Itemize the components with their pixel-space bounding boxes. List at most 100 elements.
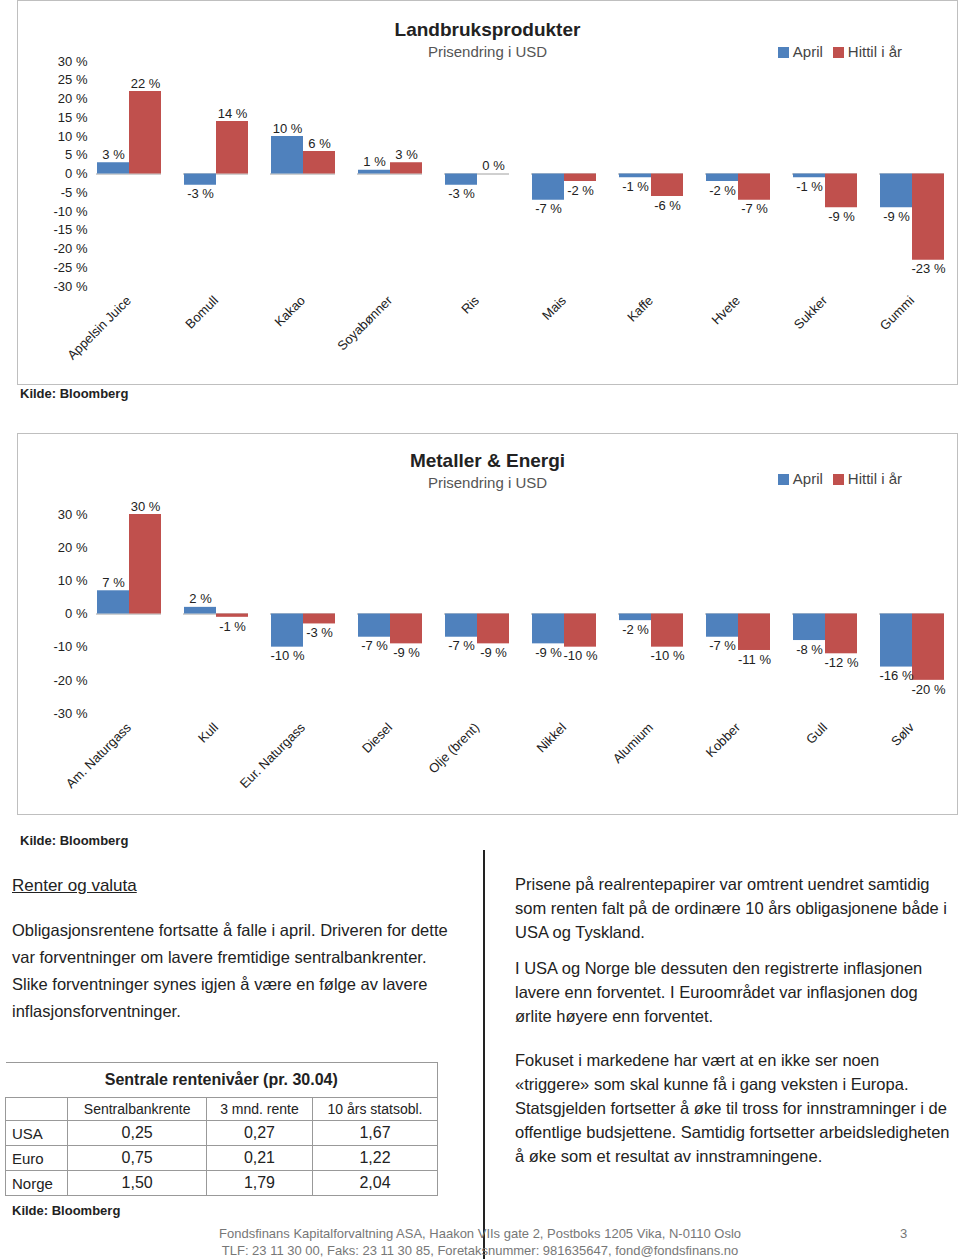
svg-text:-9 %: -9 % bbox=[828, 209, 855, 224]
svg-text:-23 %: -23 % bbox=[912, 261, 946, 276]
svg-text:-5 %: -5 % bbox=[61, 185, 88, 200]
svg-text:10 %: 10 % bbox=[273, 121, 303, 136]
html-text:0,27: 0,27 bbox=[243, 1124, 275, 1141]
svg-text:Appelsin Juice: Appelsin Juice bbox=[64, 293, 134, 363]
svg-text:Bomull: Bomull bbox=[182, 293, 221, 332]
svg-text:-7 %: -7 % bbox=[741, 201, 768, 216]
svg-text:14 %: 14 % bbox=[218, 106, 248, 121]
svg-text:-10 %: -10 % bbox=[54, 204, 88, 219]
html-text:April: April bbox=[792, 43, 823, 60]
svg-text:-3 %: -3 % bbox=[448, 186, 475, 201]
svg-text:-15 %: -15 % bbox=[54, 222, 88, 237]
svg-text:Sukker: Sukker bbox=[791, 292, 831, 332]
svg-text:-7 %: -7 % bbox=[361, 638, 388, 653]
svg-text:-20 %: -20 % bbox=[912, 682, 946, 697]
svg-text:20 %: 20 % bbox=[58, 91, 88, 106]
svg-text:30 %: 30 % bbox=[58, 54, 88, 69]
html-text:Prisendring i USD: Prisendring i USD bbox=[427, 43, 548, 60]
svg-text:-7 %: -7 % bbox=[448, 638, 475, 653]
svg-text:-30 %: -30 % bbox=[54, 706, 88, 721]
html-text:Hittil i år: Hittil i år bbox=[847, 470, 902, 487]
svg-text:Soyabønner: Soyabønner bbox=[334, 292, 395, 353]
svg-text:Mais: Mais bbox=[539, 292, 569, 322]
svg-text:-2 %: -2 % bbox=[622, 622, 649, 637]
svg-text:Eur. Naturgass: Eur. Naturgass bbox=[237, 719, 309, 791]
svg-text:-25 %: -25 % bbox=[54, 260, 88, 275]
svg-text:Diesel: Diesel bbox=[359, 720, 395, 756]
svg-text:Nikkel: Nikkel bbox=[533, 720, 569, 756]
html-text:Norge: Norge bbox=[12, 1174, 53, 1192]
svg-text:Alumium: Alumium bbox=[610, 720, 656, 766]
svg-text:-20 %: -20 % bbox=[54, 241, 88, 256]
svg-text:-2 %: -2 % bbox=[567, 183, 594, 198]
svg-text:0 %: 0 % bbox=[65, 166, 88, 181]
html-text:1,67: 1,67 bbox=[359, 1124, 391, 1141]
svg-text:5 %: 5 % bbox=[65, 147, 88, 162]
svg-text:10 %: 10 % bbox=[58, 573, 88, 588]
svg-text:Sølv: Sølv bbox=[888, 719, 917, 748]
svg-text:30 %: 30 % bbox=[58, 507, 88, 522]
svg-text:-10 %: -10 % bbox=[271, 648, 305, 663]
svg-text:Hvete: Hvete bbox=[708, 293, 743, 328]
svg-text:-3 %: -3 % bbox=[187, 186, 214, 201]
svg-text:3 %: 3 % bbox=[102, 147, 125, 162]
html-text:Prisendring i USD: Prisendring i USD bbox=[427, 474, 548, 491]
svg-text:-8 %: -8 % bbox=[796, 642, 823, 657]
svg-text:-2 %: -2 % bbox=[709, 183, 736, 198]
html-text:Obligasjonsrentene fortsatte å: Obligasjonsrentene fortsatte å falle i a… bbox=[12, 921, 448, 1020]
svg-text:30 %: 30 % bbox=[131, 499, 161, 514]
svg-text:-1 %: -1 % bbox=[796, 179, 823, 194]
html-text:April: April bbox=[792, 470, 823, 487]
html-text:Sentrale rentenivåer (pr. 30.0: Sentrale rentenivåer (pr. 30.04) bbox=[104, 1071, 338, 1088]
html-text:Euro: Euro bbox=[12, 1149, 44, 1167]
svg-text:Kull: Kull bbox=[195, 720, 221, 746]
svg-text:-7 %: -7 % bbox=[709, 638, 736, 653]
svg-text:10 %: 10 % bbox=[58, 129, 88, 144]
html-text:Landbruksprodukter: Landbruksprodukter bbox=[394, 19, 581, 40]
svg-text:0 %: 0 % bbox=[65, 606, 88, 621]
svg-text:-16 %: -16 % bbox=[880, 668, 914, 683]
svg-text:-10 %: -10 % bbox=[54, 639, 88, 654]
svg-text:-9 %: -9 % bbox=[535, 645, 562, 660]
html-text:0,25: 0,25 bbox=[121, 1124, 153, 1141]
svg-text:-1 %: -1 % bbox=[219, 619, 246, 634]
svg-text:-10 %: -10 % bbox=[564, 648, 598, 663]
svg-text:-9 %: -9 % bbox=[393, 645, 420, 660]
svg-text:-20 %: -20 % bbox=[54, 672, 88, 687]
svg-text:-1 %: -1 % bbox=[622, 179, 649, 194]
svg-text:Gummi: Gummi bbox=[877, 293, 917, 333]
html-text:Renter og valuta: Renter og valuta bbox=[12, 876, 137, 895]
html-text:I USA og Norge ble dessuten de: I USA og Norge ble dessuten den registre… bbox=[515, 959, 923, 1025]
svg-text:-3 %: -3 % bbox=[306, 625, 333, 640]
svg-text:-30 %: -30 % bbox=[54, 279, 88, 294]
svg-text:Kakao: Kakao bbox=[271, 293, 308, 330]
svg-text:25 %: 25 % bbox=[58, 72, 88, 87]
html-text:Metaller & Energi: Metaller & Energi bbox=[409, 450, 566, 471]
svg-text:0 %: 0 % bbox=[482, 158, 505, 173]
html-text:Fokuset i markedene har vært a: Fokuset i markedene har vært at en ikke … bbox=[515, 1051, 950, 1165]
svg-text:6 %: 6 % bbox=[308, 136, 331, 151]
svg-text:Am. Naturgass: Am. Naturgass bbox=[63, 719, 135, 791]
html-text:Hittil i år: Hittil i år bbox=[847, 43, 902, 60]
html-text:Prisene på realrentepapirer va: Prisene på realrentepapirer var omtrent … bbox=[515, 875, 947, 941]
svg-text:-12 %: -12 % bbox=[825, 655, 859, 670]
svg-text:Kobber: Kobber bbox=[703, 719, 744, 760]
svg-text:-6 %: -6 % bbox=[654, 198, 681, 213]
svg-text:-7 %: -7 % bbox=[535, 201, 562, 216]
svg-text:20 %: 20 % bbox=[58, 540, 88, 555]
svg-text:22 %: 22 % bbox=[131, 76, 161, 91]
svg-text:2 %: 2 % bbox=[189, 591, 212, 606]
svg-text:1 %: 1 % bbox=[363, 154, 386, 169]
svg-text:7 %: 7 % bbox=[102, 575, 125, 590]
svg-text:-9 %: -9 % bbox=[480, 645, 507, 660]
svg-text:-10 %: -10 % bbox=[651, 648, 685, 663]
html-text:USA: USA bbox=[12, 1124, 43, 1142]
svg-text:-9 %: -9 % bbox=[883, 209, 910, 224]
svg-text:Kaffe: Kaffe bbox=[624, 293, 656, 325]
svg-text:Gull: Gull bbox=[803, 720, 830, 747]
svg-text:Olje (brent): Olje (brent) bbox=[425, 720, 482, 777]
svg-text:3 %: 3 % bbox=[395, 147, 418, 162]
svg-text:-11 %: -11 % bbox=[738, 652, 771, 667]
svg-text:Ris: Ris bbox=[458, 292, 482, 316]
svg-text:15 %: 15 % bbox=[58, 110, 88, 125]
